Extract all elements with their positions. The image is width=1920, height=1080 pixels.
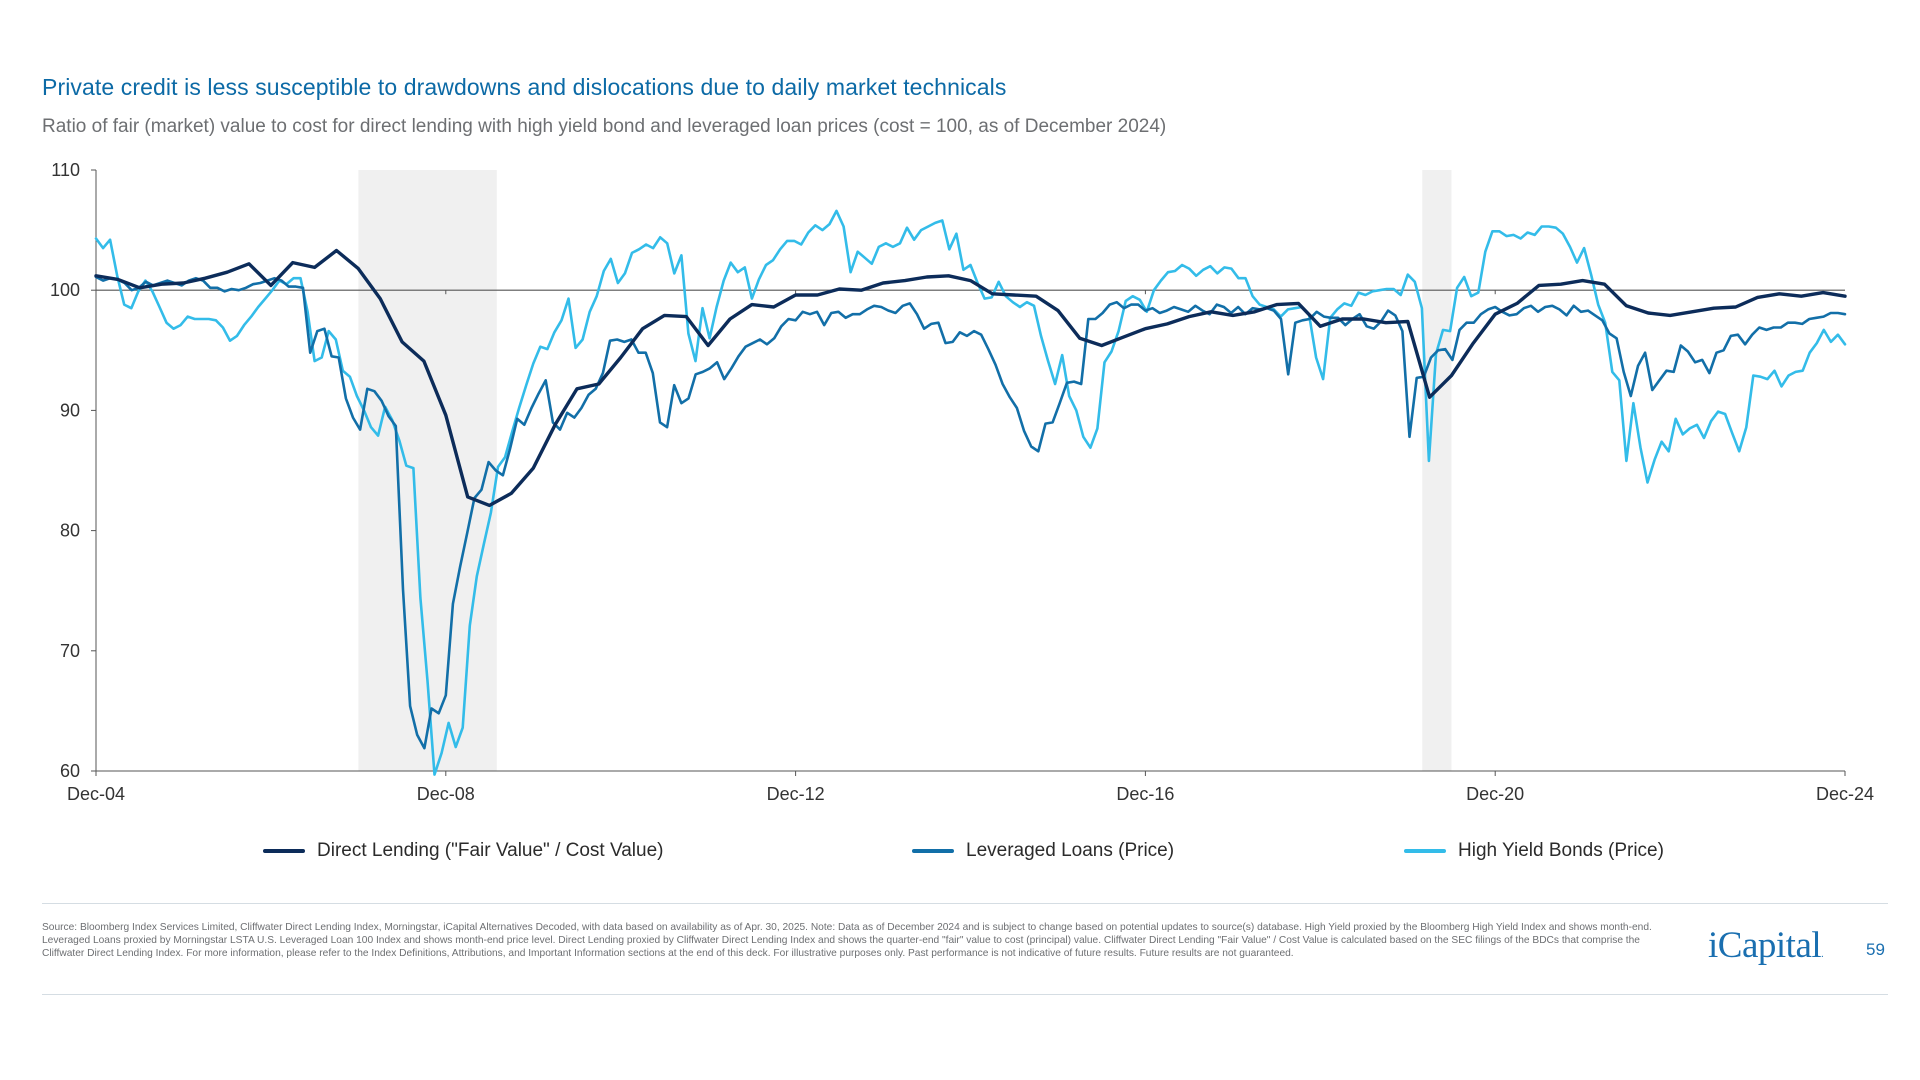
y-tick-label-70: 70	[60, 641, 80, 661]
shaded-periods	[358, 170, 1452, 771]
icapital-logo: iCapital.	[1708, 924, 1824, 967]
x-tick-label-dec-20: Dec-20	[1466, 784, 1524, 804]
top-divider	[42, 903, 1888, 904]
legend-label-leveraged-loans: Leveraged Loans (Price)	[966, 840, 1175, 861]
y-tick-label-80: 80	[60, 521, 80, 541]
logo-mark: .	[1821, 949, 1824, 960]
x-tick-label-dec-12: Dec-12	[767, 784, 825, 804]
legend-swatch-high-yield	[1404, 849, 1446, 853]
legend-item-direct-lending: Direct Lending ("Fair Value" / Cost Valu…	[263, 840, 664, 862]
chart-title: Private credit is less susceptible to dr…	[42, 74, 1007, 100]
legend-swatch-direct-lending	[263, 849, 305, 853]
legend-item-high-yield: High Yield Bonds (Price)	[1404, 840, 1664, 862]
legend-label-high-yield: High Yield Bonds (Price)	[1458, 840, 1664, 861]
y-tick-label-100: 100	[50, 280, 80, 300]
legend-item-leveraged-loans: Leveraged Loans (Price)	[912, 840, 1174, 862]
legend: Direct Lending ("Fair Value" / Cost Valu…	[0, 840, 1920, 868]
legend-swatch-leveraged-loans	[912, 849, 954, 853]
y-axis: 60 70 80 90 100 110	[50, 160, 97, 781]
y-tick-label-110: 110	[51, 160, 80, 180]
x-tick-label-dec-04: Dec-04	[67, 784, 125, 804]
x-tick-label-dec-16: Dec-16	[1116, 784, 1174, 804]
bottom-divider	[42, 994, 1888, 995]
x-tick-label-dec-24: Dec-24	[1816, 784, 1874, 804]
legend-label-direct-lending: Direct Lending ("Fair Value" / Cost Valu…	[317, 840, 664, 861]
source-footnote: Source: Bloomberg Index Services Limited…	[42, 922, 1652, 960]
logo-text: iCapital	[1708, 925, 1822, 966]
series-lines	[94, 209, 1847, 776]
x-tick-label-dec-08: Dec-08	[417, 784, 475, 804]
shaded-period-1	[1422, 170, 1452, 771]
x-axis: Dec-04 Dec-08 Dec-12 Dec-16 Dec-20 Dec-24	[67, 770, 1874, 804]
series-line-direct-lending	[94, 248, 1847, 508]
y-tick-label-60: 60	[60, 761, 80, 781]
chart-subtitle: Ratio of fair (market) value to cost for…	[42, 116, 1167, 137]
y-tick-label-90: 90	[60, 400, 80, 420]
series-line-leveraged-loans	[94, 275, 1847, 750]
page-number: 59	[1866, 940, 1885, 959]
